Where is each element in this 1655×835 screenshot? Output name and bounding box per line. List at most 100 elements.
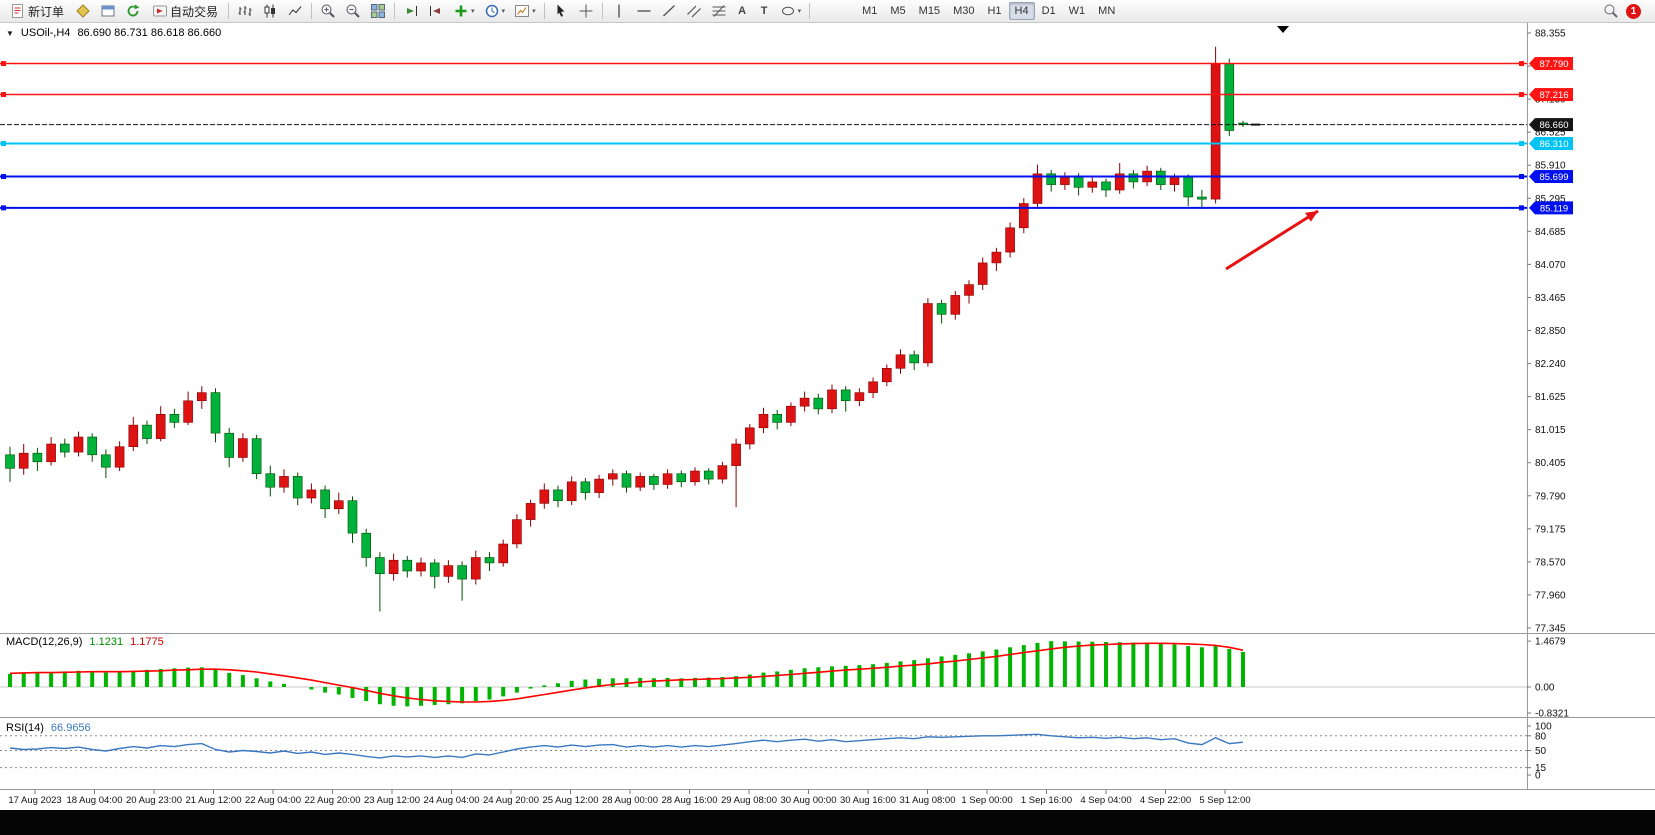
candle-body[interactable] <box>470 557 481 580</box>
candle-body[interactable] <box>375 557 385 575</box>
trend-arrow[interactable] <box>1225 209 1319 271</box>
new-order-button[interactable]: 新订单 <box>4 1 70 21</box>
chart-shift-button[interactable] <box>424 1 448 21</box>
candle-body[interactable] <box>662 473 673 485</box>
horizontal-line-button[interactable] <box>632 1 656 21</box>
candle-body[interactable] <box>881 367 892 383</box>
candle-body[interactable] <box>101 454 111 468</box>
line-handle[interactable] <box>1519 61 1524 67</box>
candlestick-chart-button[interactable] <box>258 1 282 21</box>
candle-body[interactable] <box>114 446 125 468</box>
candle-body[interactable] <box>279 476 289 488</box>
candle-body[interactable] <box>621 473 632 488</box>
candle-body[interactable] <box>936 303 947 315</box>
line-handle[interactable] <box>1519 174 1524 180</box>
line-handle[interactable] <box>1 205 6 211</box>
line-handle[interactable] <box>1519 141 1524 147</box>
candle-body[interactable] <box>416 562 426 572</box>
zoom-out-button[interactable] <box>341 1 365 21</box>
candle-body[interactable] <box>868 381 878 393</box>
market-watch-button[interactable] <box>71 1 95 21</box>
candle-body[interactable] <box>429 562 440 577</box>
candle-body[interactable] <box>306 489 317 499</box>
vertical-line-button[interactable] <box>607 1 631 21</box>
candle-body[interactable] <box>32 452 43 463</box>
candle-body[interactable] <box>772 413 783 423</box>
label-tool-button[interactable]: T <box>754 1 775 21</box>
candle-body[interactable] <box>142 424 152 439</box>
candle-body[interactable] <box>292 476 303 499</box>
timeframe-h1[interactable]: H1 <box>987 5 1002 17</box>
chart-background[interactable] <box>0 23 1655 810</box>
candle-body[interactable] <box>18 452 29 469</box>
candle-body[interactable] <box>224 432 234 458</box>
candle-body[interactable] <box>799 397 810 407</box>
candle-body[interactable] <box>950 295 961 315</box>
candle-body[interactable] <box>703 470 714 480</box>
candle-body[interactable] <box>1183 176 1193 198</box>
candle-body[interactable] <box>553 489 563 501</box>
candle-body[interactable] <box>854 392 865 402</box>
data-window-button[interactable] <box>96 1 120 21</box>
chart-canvas[interactable]: 88.35587.74587.13086.52585.91085.29584.6… <box>0 23 1655 810</box>
candle-body[interactable] <box>580 481 591 493</box>
indicators-button[interactable]: ▾ <box>449 1 479 21</box>
candle-body[interactable] <box>676 473 687 483</box>
candle-body[interactable] <box>1005 227 1015 253</box>
line-handle[interactable] <box>1 141 6 147</box>
timeframe-h4[interactable]: H4 <box>1008 2 1035 20</box>
candle-body[interactable] <box>566 481 577 501</box>
candle-body[interactable] <box>46 443 56 463</box>
candle-body[interactable] <box>635 476 646 488</box>
candle-body[interactable] <box>607 473 618 480</box>
cursor-button[interactable] <box>549 1 573 21</box>
chart-shift-marker[interactable] <box>1277 26 1289 33</box>
candle-body[interactable] <box>1128 173 1139 183</box>
timeframe-m30[interactable]: M30 <box>953 5 975 17</box>
candle-body[interactable] <box>238 438 248 458</box>
timeframe-m15[interactable]: M15 <box>918 5 941 17</box>
candle-body[interactable] <box>731 443 741 466</box>
candle-body[interactable] <box>197 392 207 402</box>
line-handle[interactable] <box>1 92 6 98</box>
candle-body[interactable] <box>813 397 824 410</box>
candle-body[interactable] <box>128 424 139 448</box>
notification-badge[interactable]: 1 <box>1626 3 1641 19</box>
line-handle[interactable] <box>1 174 6 180</box>
autotrading-button[interactable]: 自动交易 <box>146 1 224 21</box>
crosshair-button[interactable] <box>574 1 598 21</box>
tile-windows-button[interactable] <box>366 1 390 21</box>
timeframe-d1[interactable]: D1 <box>1041 5 1056 17</box>
candle-body[interactable] <box>1156 170 1166 185</box>
candle-body[interactable] <box>525 503 536 520</box>
candle-body[interactable] <box>690 470 700 483</box>
candle-body[interactable] <box>923 303 933 364</box>
candle-body[interactable] <box>1073 176 1084 188</box>
candle-body[interactable] <box>5 454 15 469</box>
candle-body[interactable] <box>1169 176 1180 185</box>
candle-body[interactable] <box>498 543 509 564</box>
timeframe-w1[interactable]: W1 <box>1068 5 1086 17</box>
candle-body[interactable] <box>964 284 974 296</box>
zoom-in-button[interactable] <box>316 1 340 21</box>
candle-body[interactable] <box>183 400 193 423</box>
candle-body[interactable] <box>786 405 796 423</box>
candle-body[interactable] <box>265 473 276 488</box>
candle-body[interactable] <box>210 392 221 434</box>
timeframe-mn[interactable]: MN <box>1098 5 1116 17</box>
candle-body[interactable] <box>991 251 1002 264</box>
candle-body[interactable] <box>1197 196 1207 200</box>
shapes-button[interactable]: ▾ <box>776 1 806 21</box>
candle-body[interactable] <box>1210 63 1221 200</box>
candle-body[interactable] <box>744 427 755 445</box>
candle-body[interactable] <box>484 557 495 564</box>
candle-body[interactable] <box>1046 173 1056 185</box>
refresh-button[interactable] <box>121 1 145 21</box>
candle-body[interactable] <box>1224 63 1235 131</box>
candle-body[interactable] <box>361 532 372 558</box>
candle-body[interactable] <box>333 500 344 510</box>
candle-body[interactable] <box>251 438 262 475</box>
candle-body[interactable] <box>443 565 454 577</box>
candle-body[interactable] <box>1060 176 1070 185</box>
candle-body[interactable] <box>594 478 604 493</box>
